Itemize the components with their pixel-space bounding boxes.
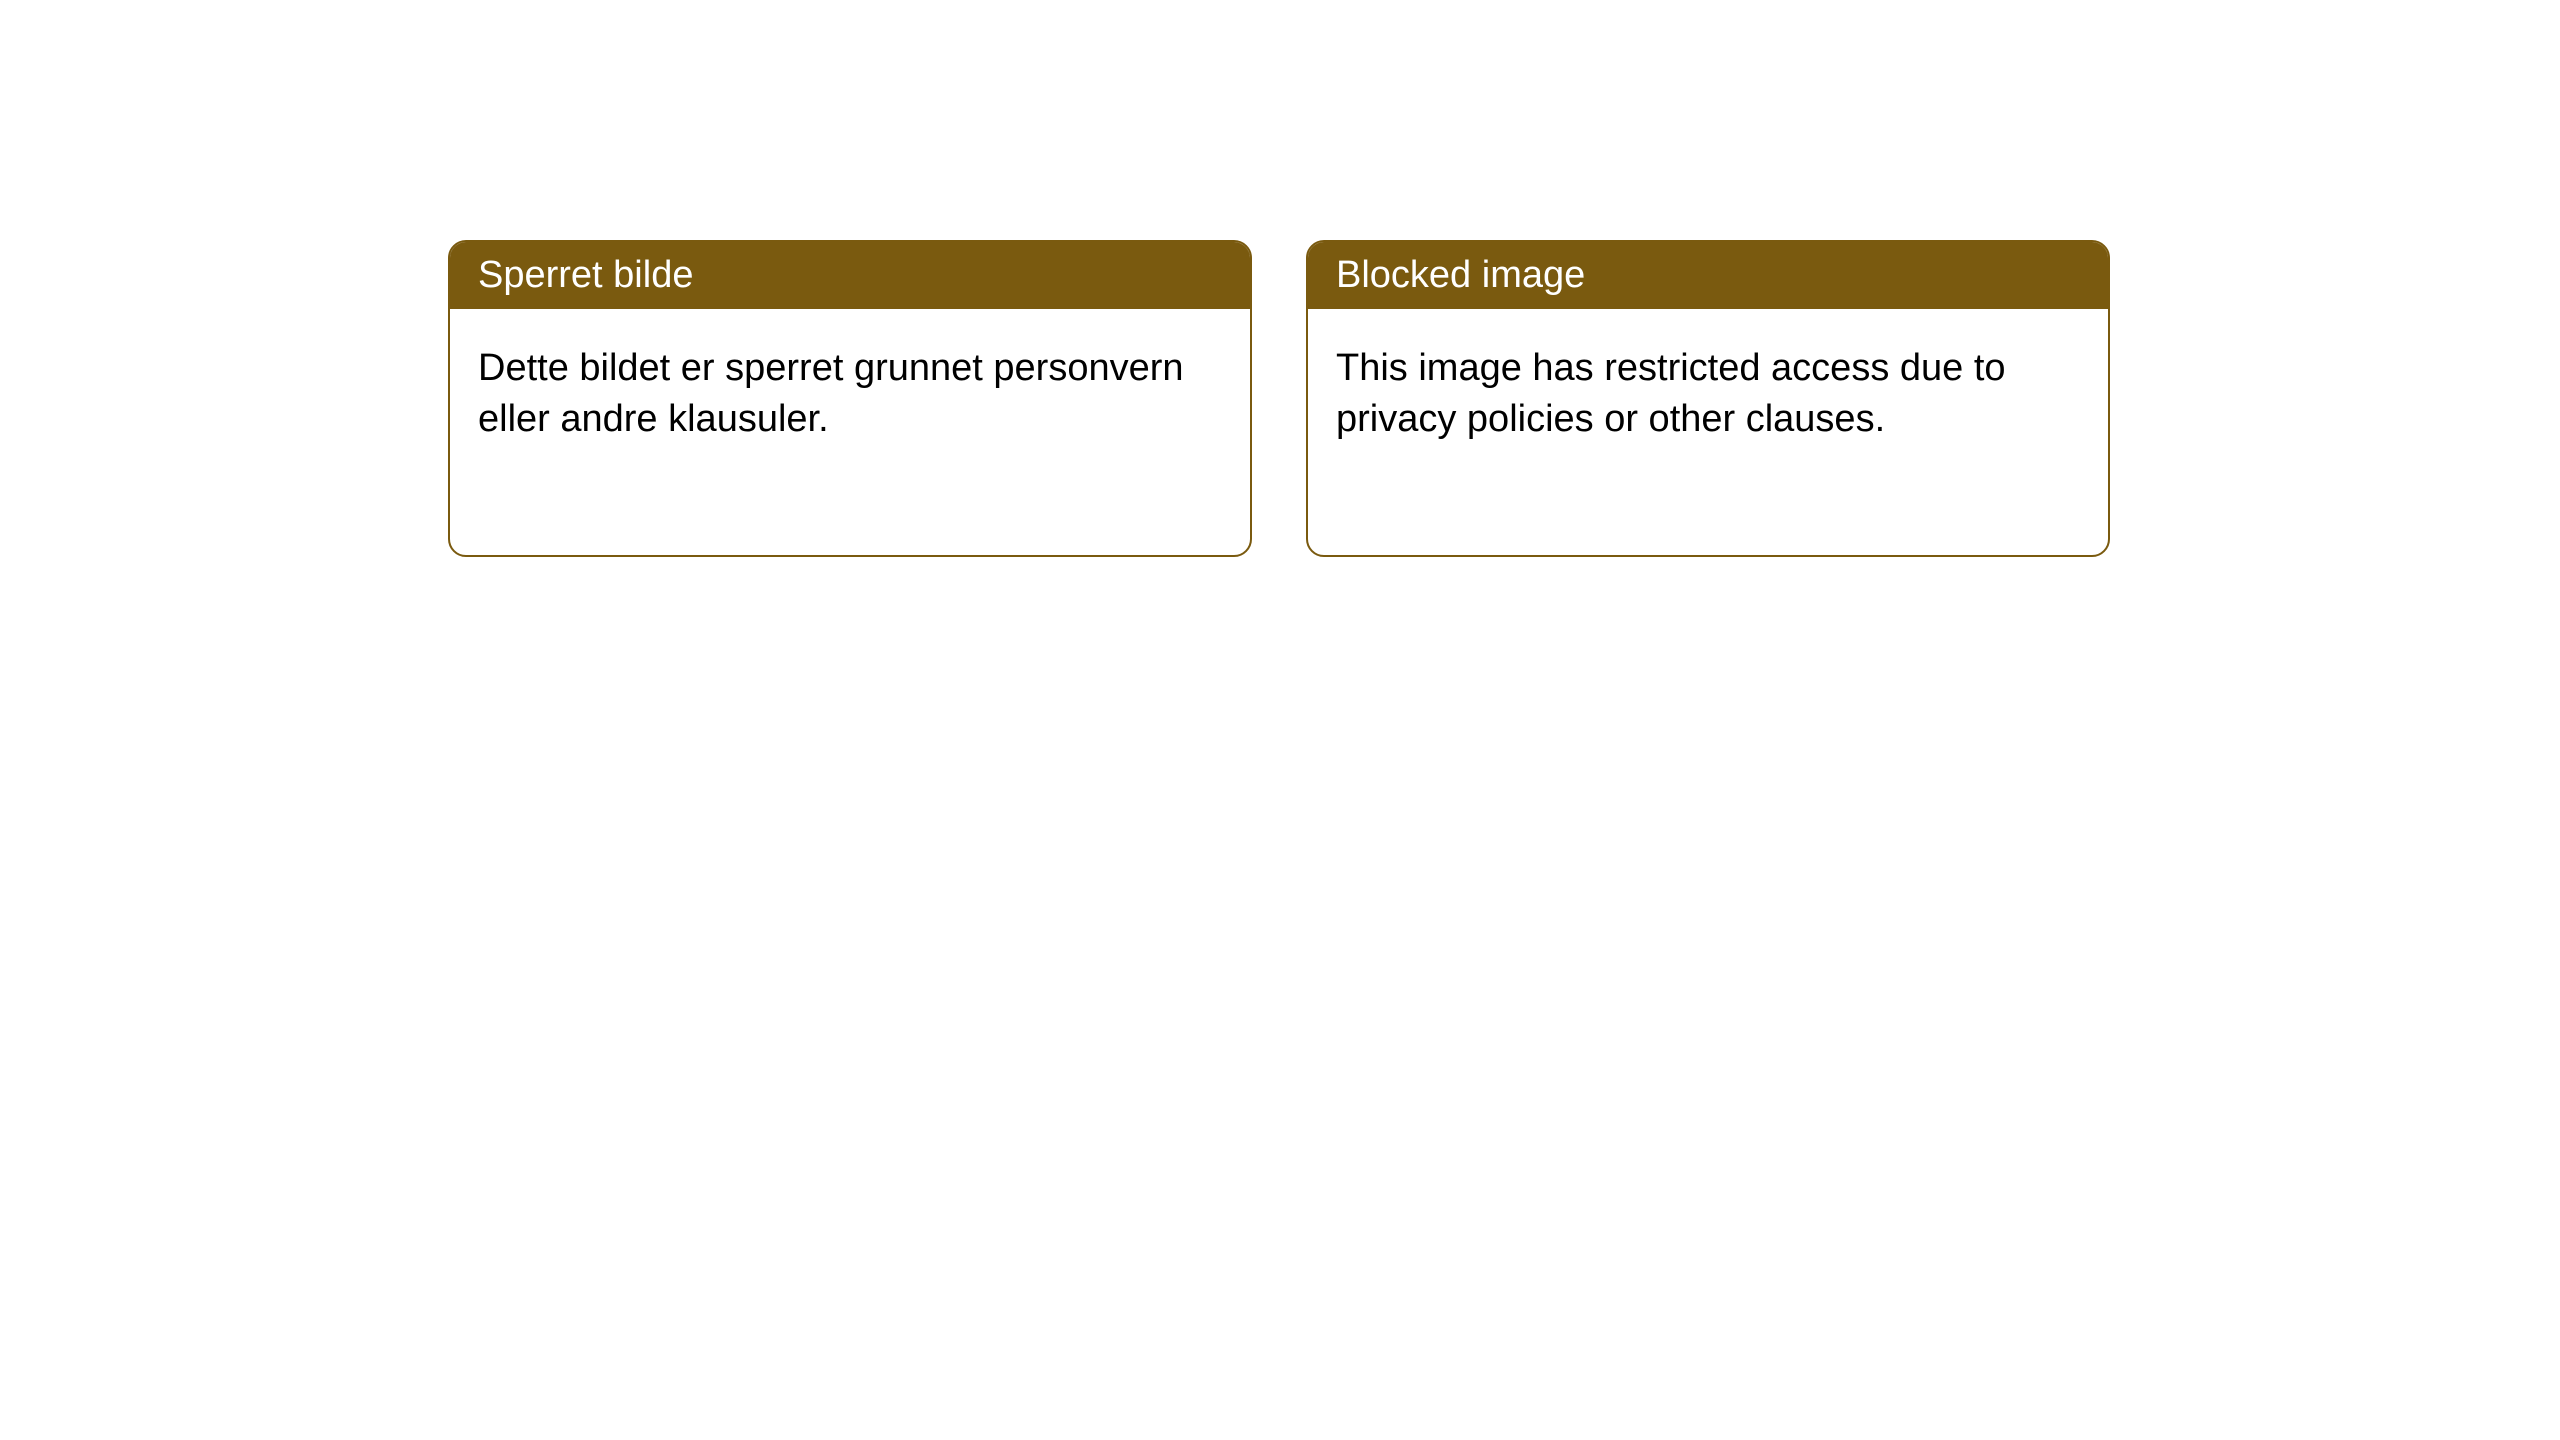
card-header-en: Blocked image (1308, 242, 2108, 309)
blocked-image-card-no: Sperret bilde Dette bildet er sperret gr… (448, 240, 1252, 557)
card-header-no: Sperret bilde (450, 242, 1250, 309)
card-body-no: Dette bildet er sperret grunnet personve… (450, 309, 1250, 555)
notice-cards-container: Sperret bilde Dette bildet er sperret gr… (448, 240, 2110, 557)
card-body-en: This image has restricted access due to … (1308, 309, 2108, 555)
blocked-image-card-en: Blocked image This image has restricted … (1306, 240, 2110, 557)
